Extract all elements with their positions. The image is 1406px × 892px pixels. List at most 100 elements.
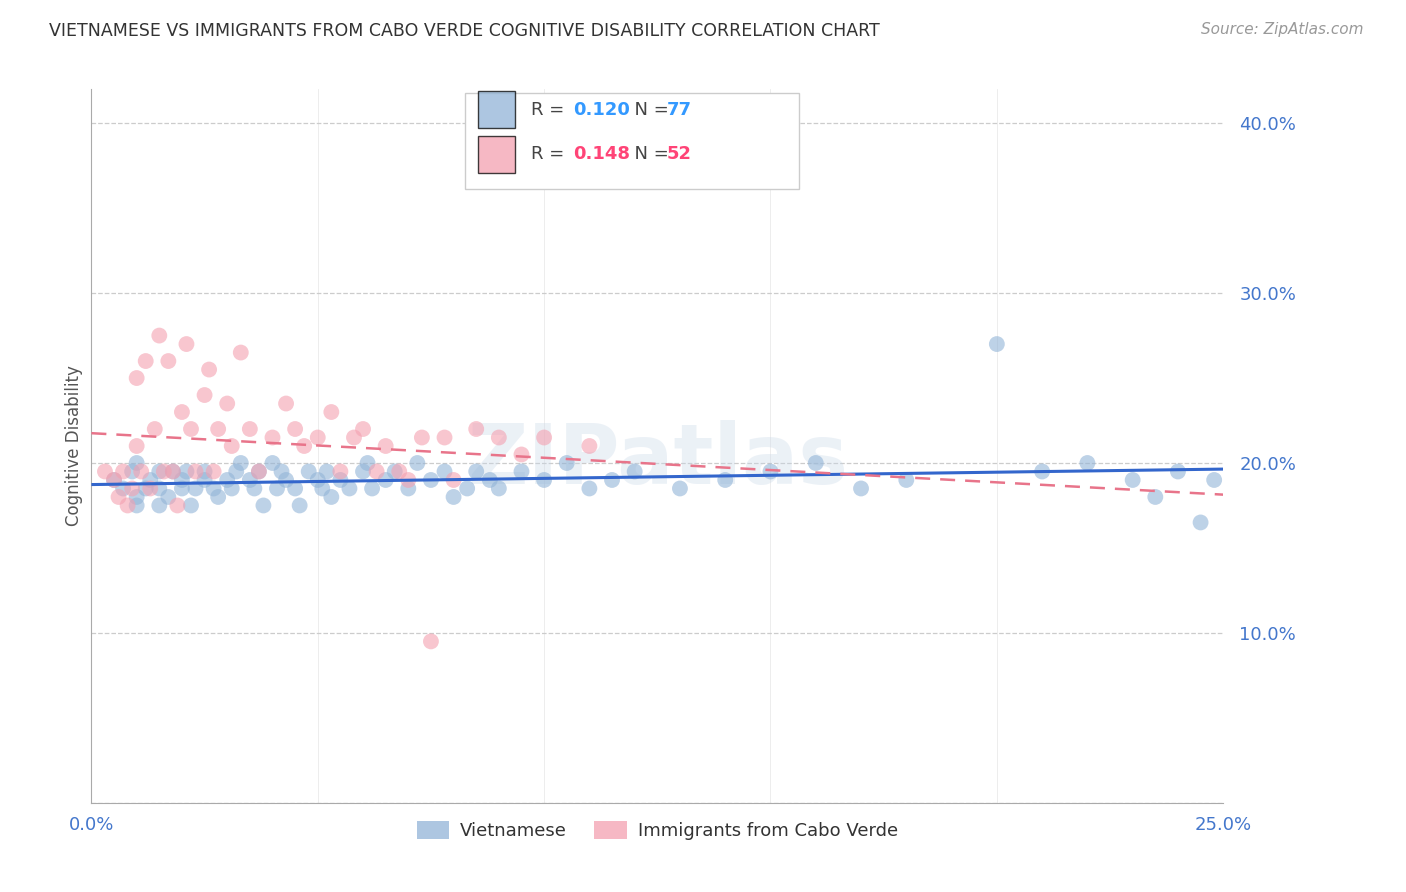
Point [225, 465, 247, 479]
Point [456, 482, 478, 496]
Point [198, 362, 221, 376]
Point [510, 465, 533, 479]
Point [180, 422, 202, 436]
Point [166, 499, 188, 513]
Point [1076, 456, 1098, 470]
Point [488, 430, 510, 444]
Point [343, 430, 366, 444]
Text: N =: N = [623, 101, 675, 119]
Point [339, 482, 361, 496]
Point [366, 465, 388, 479]
Point [148, 465, 170, 479]
Point [229, 345, 252, 359]
Point [274, 473, 297, 487]
Text: N =: N = [623, 145, 675, 163]
Point [374, 473, 396, 487]
Point [465, 465, 488, 479]
Point [266, 482, 288, 496]
Point [117, 499, 139, 513]
Point [193, 465, 217, 479]
Point [361, 482, 384, 496]
Point [555, 456, 578, 470]
Point [433, 430, 456, 444]
Point [125, 456, 148, 470]
Point [396, 473, 419, 487]
Point [307, 430, 329, 444]
Point [321, 405, 343, 419]
Point [419, 473, 441, 487]
Point [1204, 473, 1226, 487]
Point [488, 482, 510, 496]
Point [148, 499, 170, 513]
Point [578, 439, 600, 453]
Point [307, 473, 329, 487]
Point [217, 473, 239, 487]
Point [121, 482, 143, 496]
Point [217, 396, 239, 410]
FancyBboxPatch shape [478, 91, 515, 128]
Point [270, 465, 292, 479]
Point [180, 499, 202, 513]
Point [139, 473, 162, 487]
Point [298, 465, 321, 479]
Point [406, 456, 429, 470]
Text: 0.148: 0.148 [574, 145, 630, 163]
Point [352, 465, 374, 479]
Point [125, 371, 148, 385]
Point [849, 482, 872, 496]
Point [193, 473, 217, 487]
Point [221, 439, 243, 453]
Point [510, 448, 533, 462]
Point [352, 422, 374, 436]
Point [578, 482, 600, 496]
Point [125, 499, 148, 513]
Point [315, 465, 337, 479]
Point [135, 482, 157, 496]
Text: R =: R = [530, 145, 569, 163]
Point [443, 490, 465, 504]
Point [153, 465, 176, 479]
Point [1031, 465, 1053, 479]
Y-axis label: Cognitive Disability: Cognitive Disability [65, 366, 83, 526]
Text: R =: R = [530, 101, 569, 119]
Point [170, 473, 193, 487]
Point [1144, 490, 1167, 504]
Point [1167, 465, 1189, 479]
Point [356, 456, 378, 470]
Point [623, 465, 645, 479]
Point [311, 482, 333, 496]
Point [103, 473, 125, 487]
Point [143, 422, 166, 436]
Point [112, 465, 135, 479]
Text: 77: 77 [666, 101, 692, 119]
Point [207, 490, 229, 504]
Point [533, 430, 555, 444]
Point [1122, 473, 1144, 487]
Point [193, 388, 217, 402]
Point [239, 422, 262, 436]
FancyBboxPatch shape [465, 93, 799, 189]
Point [329, 465, 352, 479]
Point [202, 482, 225, 496]
Point [714, 473, 737, 487]
Text: Source: ZipAtlas.com: Source: ZipAtlas.com [1201, 22, 1364, 37]
Point [148, 328, 170, 343]
Point [986, 337, 1008, 351]
Point [107, 490, 129, 504]
Point [112, 482, 135, 496]
Point [262, 456, 284, 470]
Point [148, 482, 170, 496]
Point [247, 465, 270, 479]
Point [384, 465, 406, 479]
Point [443, 473, 465, 487]
Point [94, 465, 117, 479]
Point [125, 439, 148, 453]
Point [121, 465, 143, 479]
Point [135, 354, 157, 368]
Point [129, 465, 152, 479]
Point [221, 482, 243, 496]
Text: ZIPatlas: ZIPatlas [467, 420, 848, 500]
Point [184, 482, 207, 496]
Point [184, 465, 207, 479]
Point [207, 422, 229, 436]
